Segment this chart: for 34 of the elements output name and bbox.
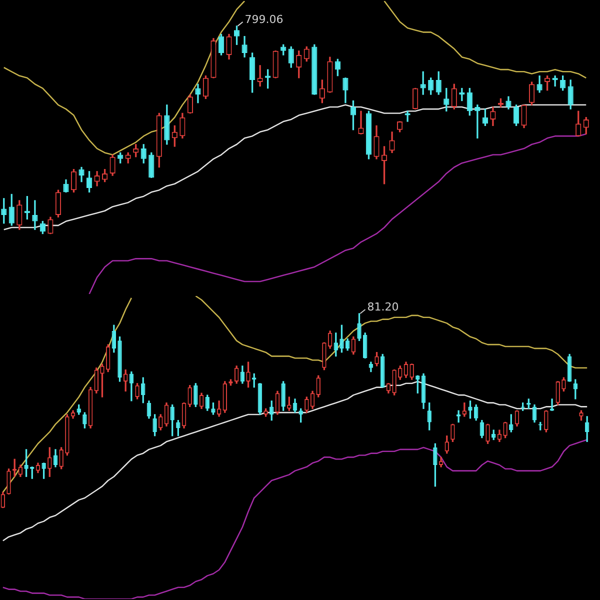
candlestick xyxy=(42,462,46,479)
candlestick xyxy=(24,449,28,477)
candlestick xyxy=(82,412,87,428)
candlestick xyxy=(474,104,480,138)
candlestick xyxy=(503,422,508,438)
candlestick xyxy=(100,364,104,398)
candlestick xyxy=(322,342,326,370)
candlestick xyxy=(304,396,309,413)
candlestick xyxy=(257,65,263,87)
candlestick xyxy=(468,400,472,419)
candlestick xyxy=(404,110,410,122)
candlestick xyxy=(246,362,250,388)
candlestick xyxy=(152,414,157,436)
candlestick xyxy=(264,408,268,417)
candlestick xyxy=(486,424,490,444)
candlestick xyxy=(32,200,38,230)
candlestick xyxy=(579,410,584,421)
candlestick xyxy=(118,336,122,382)
candlestick xyxy=(450,424,455,442)
annotation: 799.06 xyxy=(244,12,284,26)
candlestick xyxy=(374,352,379,366)
candlestick xyxy=(562,377,566,392)
candlestick xyxy=(433,443,438,487)
candlestick xyxy=(357,313,362,342)
candlestick xyxy=(281,381,286,411)
candlestick xyxy=(6,468,11,494)
candlestick xyxy=(194,383,198,408)
candlestick xyxy=(358,110,364,134)
candlestick xyxy=(211,402,216,415)
candlestick xyxy=(135,383,140,400)
candlestick xyxy=(544,410,548,432)
annotation: 81.20 xyxy=(367,300,399,314)
candlestick xyxy=(392,369,396,396)
candlestick xyxy=(340,324,344,353)
